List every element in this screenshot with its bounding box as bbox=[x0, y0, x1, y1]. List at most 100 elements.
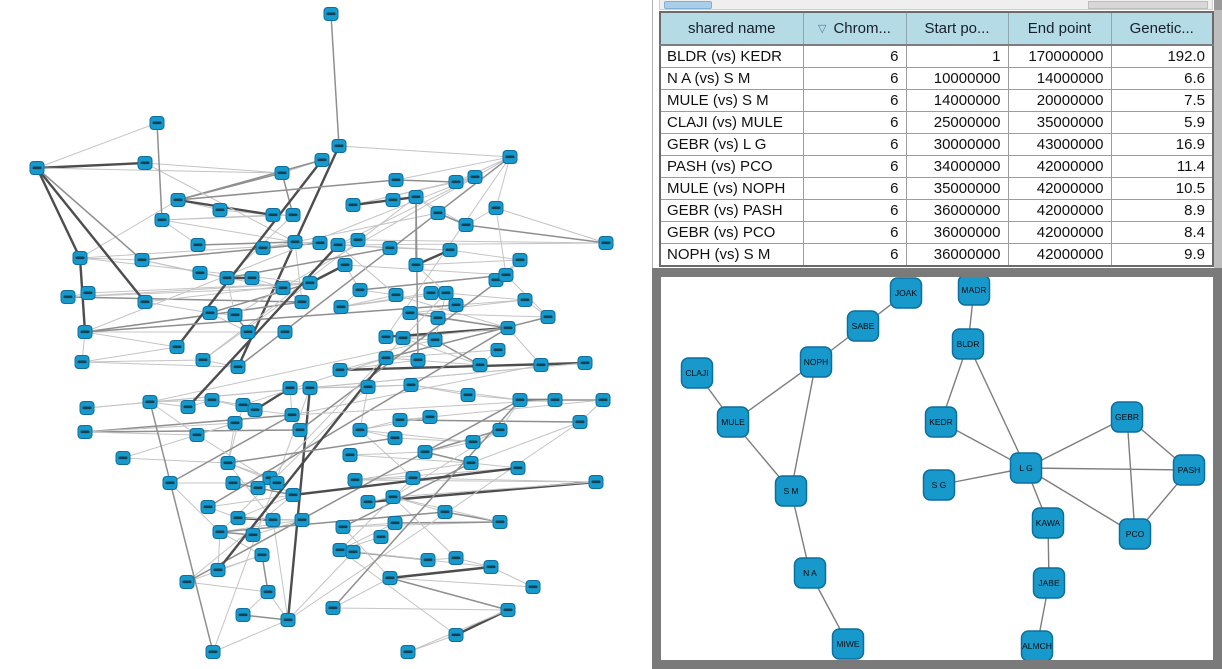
network-node[interactable] bbox=[180, 400, 196, 414]
cell-shared-name[interactable]: BLDR (vs) KEDR bbox=[659, 44, 804, 68]
network-node-pash[interactable]: PASH bbox=[1172, 454, 1206, 486]
network-node[interactable] bbox=[212, 525, 228, 539]
network-node[interactable] bbox=[510, 461, 526, 475]
network-node[interactable] bbox=[360, 495, 376, 509]
network-node[interactable] bbox=[219, 271, 235, 285]
table-row[interactable]: GEBR (vs) PCO 6 36000000 42000000 8.4 bbox=[659, 221, 1214, 244]
network-node-kedr[interactable]: KEDR bbox=[924, 406, 958, 438]
network-node[interactable] bbox=[500, 321, 516, 335]
network-node[interactable] bbox=[192, 266, 208, 280]
network-node[interactable] bbox=[189, 428, 205, 442]
network-node[interactable] bbox=[169, 340, 185, 354]
network-node[interactable] bbox=[420, 553, 436, 567]
network-node[interactable] bbox=[72, 251, 88, 265]
filter-icon[interactable]: ▽ bbox=[818, 23, 827, 35]
network-node[interactable] bbox=[442, 243, 458, 257]
network-node[interactable] bbox=[247, 403, 263, 417]
network-node[interactable] bbox=[408, 190, 424, 204]
network-node[interactable] bbox=[382, 571, 398, 585]
network-node-almch[interactable]: ALMCH bbox=[1020, 630, 1054, 660]
network-node[interactable] bbox=[77, 425, 93, 439]
cell-value[interactable]: 42000000 bbox=[1007, 155, 1112, 178]
network-node-claji[interactable]: CLAJI bbox=[680, 357, 714, 389]
network-node[interactable] bbox=[402, 306, 418, 320]
filtered-network-canvas[interactable]: JOAK SABE NOPH CLAJI MULE S M N A MIWE MADR BLDR K… bbox=[661, 277, 1213, 660]
column-header-genetic[interactable]: Genetic... bbox=[1110, 11, 1214, 46]
network-node[interactable] bbox=[280, 613, 296, 627]
network-node[interactable] bbox=[467, 170, 483, 184]
h-scrollbar-thumb[interactable] bbox=[664, 1, 712, 9]
column-header-start-po[interactable]: Start po... bbox=[905, 11, 1009, 46]
network-node[interactable] bbox=[149, 116, 165, 130]
cell-value[interactable]: 6 bbox=[802, 89, 907, 112]
network-node[interactable] bbox=[230, 360, 246, 374]
network-node[interactable] bbox=[422, 410, 438, 424]
network-node[interactable] bbox=[438, 286, 454, 300]
network-node[interactable] bbox=[502, 150, 518, 164]
network-node[interactable] bbox=[60, 290, 76, 304]
network-node[interactable] bbox=[595, 393, 611, 407]
network-node[interactable] bbox=[347, 473, 363, 487]
network-node[interactable] bbox=[382, 241, 398, 255]
network-node[interactable] bbox=[202, 306, 218, 320]
network-node[interactable] bbox=[274, 166, 290, 180]
cell-value[interactable]: 192.0 bbox=[1110, 44, 1214, 68]
network-node[interactable] bbox=[408, 258, 424, 272]
network-node-l-g[interactable]: L G bbox=[1009, 452, 1043, 484]
cell-value[interactable]: 6.6 bbox=[1110, 67, 1214, 90]
network-node-n-a[interactable]: N A bbox=[793, 557, 827, 589]
network-node[interactable] bbox=[533, 358, 549, 372]
network-node[interactable] bbox=[463, 456, 479, 470]
network-node[interactable] bbox=[250, 481, 266, 495]
cell-shared-name[interactable]: CLAJI (vs) MULE bbox=[659, 111, 804, 134]
network-node[interactable] bbox=[492, 515, 508, 529]
cell-value[interactable]: 11.4 bbox=[1110, 155, 1214, 178]
network-node[interactable] bbox=[74, 355, 90, 369]
cell-value[interactable]: 5.9 bbox=[1110, 111, 1214, 134]
network-node[interactable] bbox=[483, 560, 499, 574]
network-node[interactable] bbox=[572, 415, 588, 429]
cell-value[interactable]: 14000000 bbox=[1007, 67, 1112, 90]
network-node[interactable] bbox=[312, 236, 328, 250]
network-node[interactable] bbox=[525, 580, 541, 594]
network-node[interactable] bbox=[142, 395, 158, 409]
network-node[interactable] bbox=[517, 293, 533, 307]
cell-value[interactable]: 42000000 bbox=[1007, 199, 1112, 222]
column-header-shared-name[interactable]: shared name bbox=[659, 11, 804, 46]
network-node[interactable] bbox=[417, 445, 433, 459]
network-node[interactable] bbox=[225, 476, 241, 490]
cell-value[interactable]: 1 bbox=[905, 44, 1009, 68]
cell-shared-name[interactable]: PASH (vs) PCO bbox=[659, 155, 804, 178]
cell-value[interactable]: 6 bbox=[802, 221, 907, 244]
overview-network-panel[interactable] bbox=[0, 0, 653, 669]
network-node[interactable] bbox=[134, 253, 150, 267]
cell-value[interactable]: 10.5 bbox=[1110, 177, 1214, 200]
network-node[interactable] bbox=[352, 283, 368, 297]
network-node[interactable] bbox=[245, 528, 261, 542]
network-node[interactable] bbox=[332, 363, 348, 377]
network-node[interactable] bbox=[285, 488, 301, 502]
cell-value[interactable]: 35000000 bbox=[1007, 111, 1112, 134]
network-node[interactable] bbox=[448, 298, 464, 312]
column-header-chrom[interactable]: ▽ Chrom... bbox=[802, 11, 907, 46]
cell-value[interactable]: 34000000 bbox=[905, 155, 1009, 178]
network-node-gebr[interactable]: GEBR bbox=[1110, 401, 1144, 433]
cell-value[interactable]: 6 bbox=[802, 155, 907, 178]
network-node[interactable] bbox=[387, 516, 403, 530]
cell-value[interactable]: 20000000 bbox=[1007, 89, 1112, 112]
network-node[interactable] bbox=[235, 608, 251, 622]
network-node[interactable] bbox=[430, 206, 446, 220]
network-node[interactable] bbox=[335, 520, 351, 534]
network-node[interactable] bbox=[254, 548, 270, 562]
network-node[interactable] bbox=[352, 423, 368, 437]
network-node[interactable] bbox=[400, 645, 416, 659]
network-node[interactable] bbox=[498, 268, 514, 282]
cell-value[interactable]: 8.9 bbox=[1110, 199, 1214, 222]
window-scrollbar-strip[interactable] bbox=[1214, 0, 1222, 270]
table-row[interactable]: PASH (vs) PCO 6 34000000 42000000 11.4 bbox=[659, 155, 1214, 178]
network-node[interactable] bbox=[345, 545, 361, 559]
network-node[interactable] bbox=[230, 511, 246, 525]
cell-value[interactable]: 6 bbox=[802, 243, 907, 267]
network-node[interactable] bbox=[547, 393, 563, 407]
network-node-sabe[interactable]: SABE bbox=[846, 310, 880, 342]
